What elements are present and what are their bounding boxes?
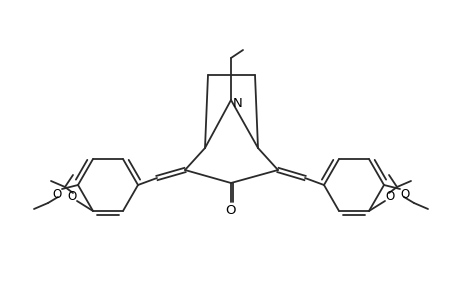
Text: O: O — [67, 190, 77, 203]
Text: O: O — [399, 188, 409, 200]
Text: O: O — [52, 188, 62, 200]
Text: O: O — [225, 203, 236, 217]
Text: O: O — [385, 190, 394, 203]
Text: N: N — [233, 97, 242, 110]
